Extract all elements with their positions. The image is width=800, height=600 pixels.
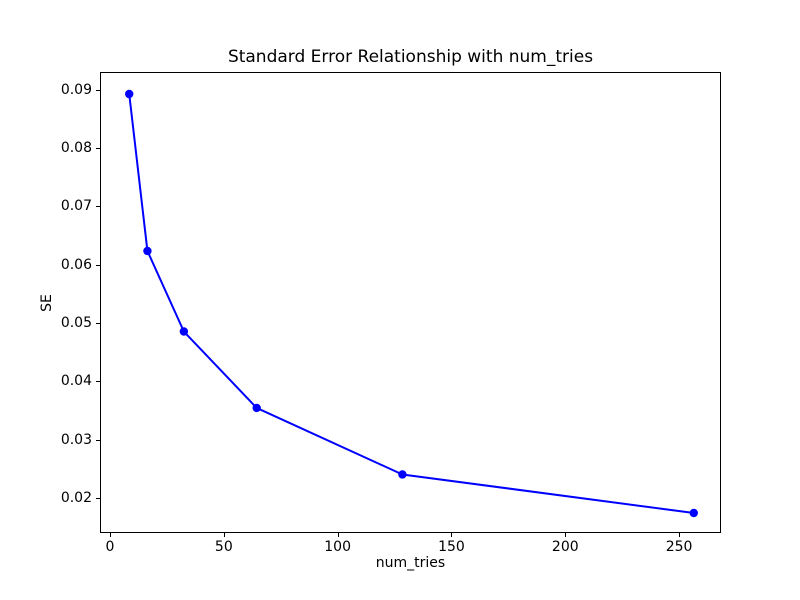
- y-tick-label: 0.05: [60, 314, 92, 331]
- y-tick-label: 0.04: [60, 373, 92, 390]
- y-tick-mark: [96, 264, 100, 266]
- plot-area: [100, 72, 721, 533]
- x-tick-label: 200: [551, 539, 579, 555]
- se-line: [128, 93, 694, 514]
- line-chart-canvas: [125, 89, 698, 518]
- x-tick-label: 150: [438, 539, 465, 555]
- chart-title: Standard Error Relationship with num_tri…: [227, 47, 594, 67]
- y-tick-mark: [96, 497, 100, 499]
- x-tick-label: 0: [105, 539, 115, 555]
- data-point: [689, 508, 698, 518]
- y-tick-label: 0.03: [60, 431, 92, 448]
- y-tick-label: 0.02: [60, 489, 92, 506]
- y-tick-mark: [96, 89, 100, 91]
- x-tick-mark: [337, 533, 339, 537]
- y-tick-label: 0.08: [60, 139, 92, 156]
- data-point: [125, 89, 134, 99]
- y-tick-label: 0.07: [60, 198, 92, 215]
- y-tick-mark: [96, 206, 100, 208]
- data-point: [398, 470, 407, 479]
- x-tick-mark: [565, 533, 567, 537]
- x-tick-mark: [110, 533, 112, 537]
- data-point: [252, 403, 261, 413]
- y-tick-label: 0.06: [60, 256, 92, 273]
- y-tick-label: 0.09: [60, 81, 92, 98]
- y-tick-mark: [96, 381, 100, 383]
- data-point: [179, 327, 189, 336]
- x-tick-label: 100: [324, 539, 352, 555]
- x-tick-label: 50: [214, 539, 233, 555]
- x-tick-mark: [223, 533, 225, 537]
- y-tick-mark: [96, 439, 100, 441]
- x-tick-mark: [679, 533, 681, 537]
- y-axis-label: SE: [39, 294, 55, 312]
- y-tick-mark: [96, 147, 100, 149]
- x-axis-label: num_tries: [375, 555, 446, 571]
- data-point: [143, 246, 152, 256]
- x-tick-label: 250: [665, 539, 693, 555]
- y-tick-mark: [96, 322, 100, 324]
- x-tick-mark: [451, 533, 453, 537]
